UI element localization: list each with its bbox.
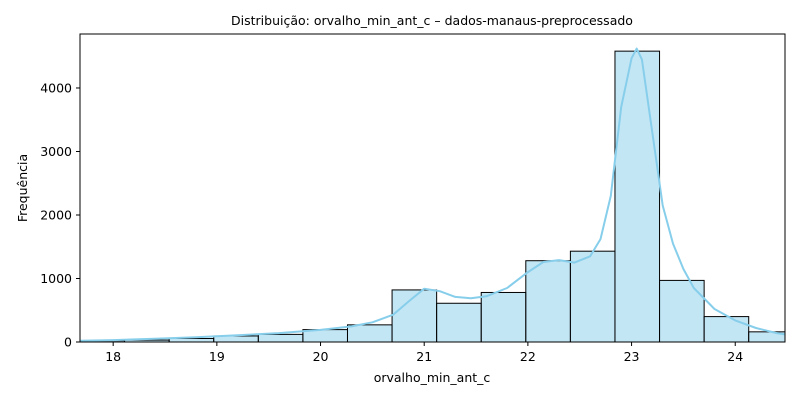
histogram-bar-11: [525, 260, 571, 343]
plot-frame: [79, 33, 786, 343]
y-tick-label: 2000: [40, 207, 72, 222]
x-tick-label: 23: [624, 349, 640, 364]
x-axis-ticks: 18 19 20 21 22 23 24: [105, 342, 743, 364]
histogram-bar-7: [346, 324, 393, 343]
histogram-bar-10: [480, 291, 527, 343]
kde-line: [79, 47, 786, 342]
histogram-bar-12: [569, 250, 616, 343]
histogram-bar-5: [257, 333, 304, 343]
kde-curve-group: [79, 47, 786, 342]
y-tick-label: 1000: [40, 271, 72, 286]
y-axis-label: Frequência: [15, 154, 30, 222]
histogram-bar-14: [659, 279, 705, 343]
x-tick-label: 18: [105, 349, 121, 364]
y-tick-label: 0: [64, 335, 72, 350]
x-tick-label: 19: [209, 349, 225, 364]
y-tick-label: 3000: [40, 144, 72, 159]
x-tick-label: 21: [416, 349, 432, 364]
y-tick-label: 4000: [40, 80, 72, 95]
histogram-bars: [79, 50, 786, 343]
histogram-bar-15: [703, 316, 750, 343]
x-axis-label: orvalho_min_ant_c: [374, 370, 491, 385]
x-tick-label: 24: [727, 349, 743, 364]
x-tick-label: 20: [313, 349, 329, 364]
histogram-bar-9: [436, 302, 482, 343]
x-tick-label: 22: [520, 349, 536, 364]
histogram-bar-13: [614, 50, 661, 343]
y-axis-ticks: 0 1000 2000 3000 4000: [40, 80, 80, 350]
histogram-bar-3: [168, 338, 215, 343]
chart-title: Distribuição: orvalho_min_ant_c – dados-…: [231, 13, 633, 28]
